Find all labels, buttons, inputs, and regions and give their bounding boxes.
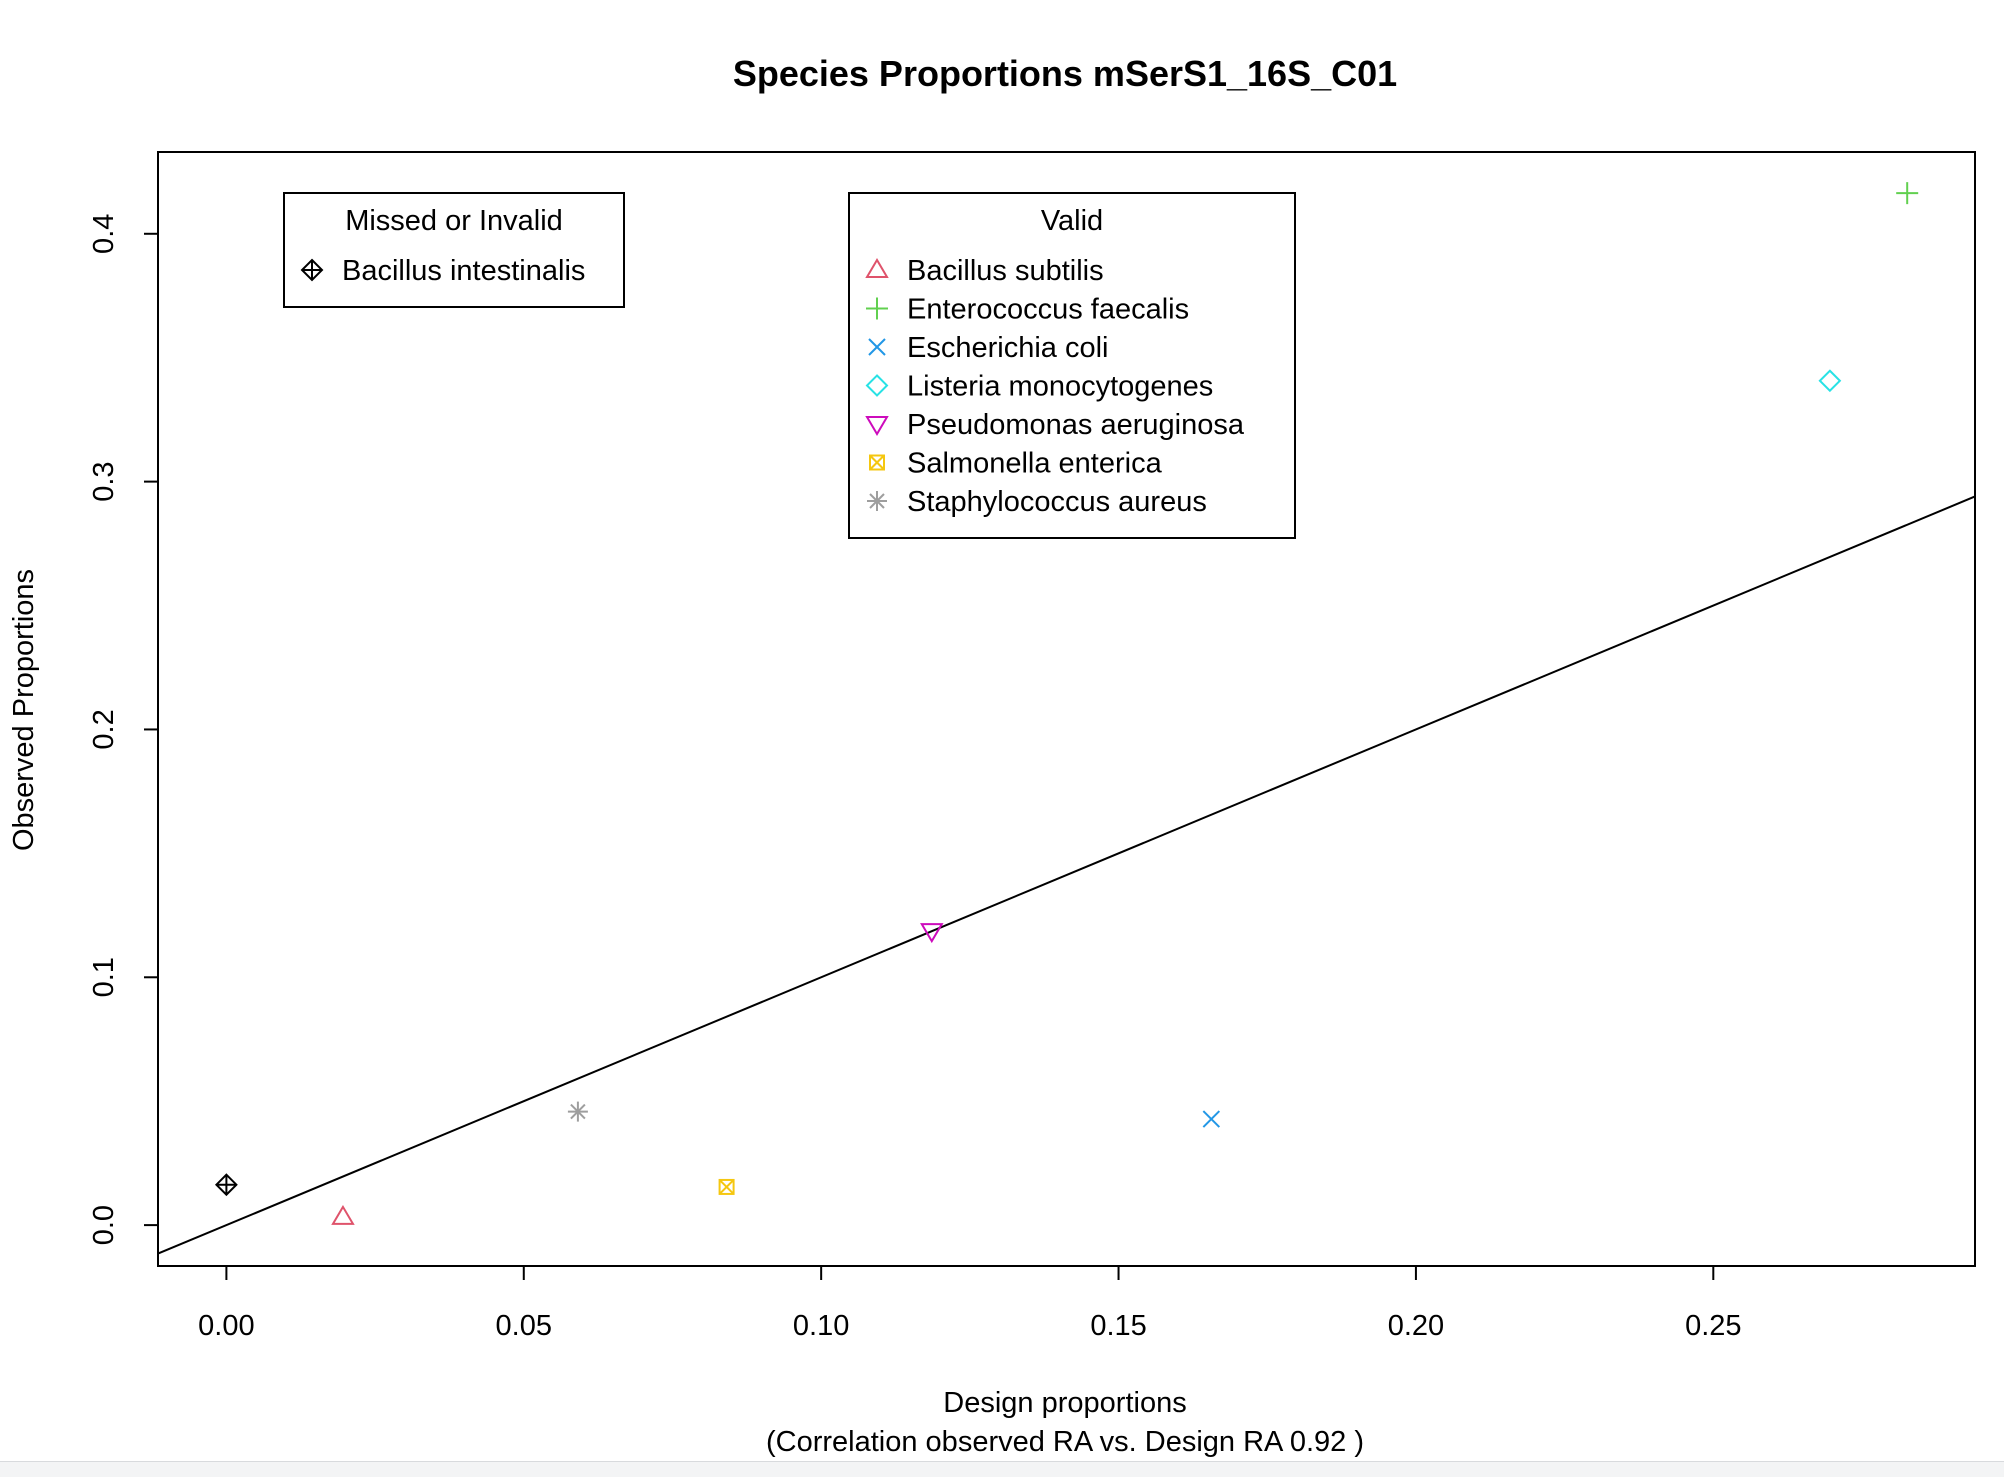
legend-item-label: Bacillus subtilis	[907, 255, 1104, 287]
window-bottom-bar	[0, 1461, 2004, 1477]
legend-marker	[865, 416, 889, 436]
y-tick-label: 0.3	[88, 461, 120, 501]
legend-item-label: Escherichia coli	[907, 332, 1108, 364]
x-tick-label: 0.20	[1388, 1310, 1444, 1342]
x-tick-label: 0.25	[1685, 1310, 1741, 1342]
y-axis-label: Observed Proportions	[8, 569, 40, 851]
legend-missed: Missed or Invalid Bacillus intestinalis	[283, 192, 625, 308]
chart-title: Species Proportions mSerS1_16S_C01	[733, 53, 1397, 94]
legend-item-label: Salmonella enterica	[907, 448, 1163, 480]
y-tick-label: 0.2	[88, 709, 120, 749]
legend-valid: Valid Bacillus subtilis Enterococcus faeca…	[848, 192, 1296, 539]
legend-marker	[300, 258, 324, 282]
legend-title: Valid	[1041, 205, 1103, 237]
legend-title: Missed or Invalid	[345, 205, 563, 237]
data-point-staphylococcus-aureus	[567, 1101, 588, 1122]
legend-item-label: Enterococcus faecalis	[907, 294, 1189, 326]
legend-marker	[865, 258, 889, 278]
data-point-salmonella-enterica	[718, 1178, 735, 1195]
data-point-pseudomonas-aeruginosa	[920, 923, 944, 944]
y-tick-label: 0.1	[88, 957, 120, 997]
y-tick-label: 0.4	[88, 214, 120, 254]
legend-item-label: Bacillus intestinalis	[342, 255, 585, 287]
data-point-listeria-monocytogenes	[1818, 369, 1842, 393]
data-point-enterococcus-faecalis	[1896, 182, 1919, 205]
reference-line	[157, 495, 1976, 1255]
x-tick-label: 0.10	[793, 1310, 849, 1342]
x-tick-label: 0.15	[1090, 1310, 1146, 1342]
legend-item-label: Staphylococcus aureus	[907, 486, 1207, 518]
y-tick-label: 0.0	[88, 1205, 120, 1245]
x-axis-label: Design proportions	[943, 1387, 1186, 1419]
legend-marker	[867, 491, 887, 511]
x-axis-sublabel: (Correlation observed RA vs. Design RA 0…	[766, 1426, 1364, 1458]
legend-item-label: Listeria monocytogenes	[907, 371, 1213, 403]
x-tick-label: 0.05	[496, 1310, 552, 1342]
x-tick-label: 0.00	[198, 1310, 254, 1342]
data-point-bacillus-subtilis	[331, 1204, 355, 1225]
legend-marker	[865, 374, 889, 397]
legend-marker	[869, 454, 885, 471]
legend-item-label: Pseudomonas aeruginosa	[907, 409, 1245, 441]
data-point-bacillus-intestinalis	[214, 1173, 238, 1197]
legend-box	[283, 192, 625, 308]
data-point-escherichia-coli	[1202, 1110, 1221, 1128]
legend-marker	[868, 338, 886, 356]
legend-box	[848, 192, 1296, 539]
legend-marker	[866, 297, 888, 320]
